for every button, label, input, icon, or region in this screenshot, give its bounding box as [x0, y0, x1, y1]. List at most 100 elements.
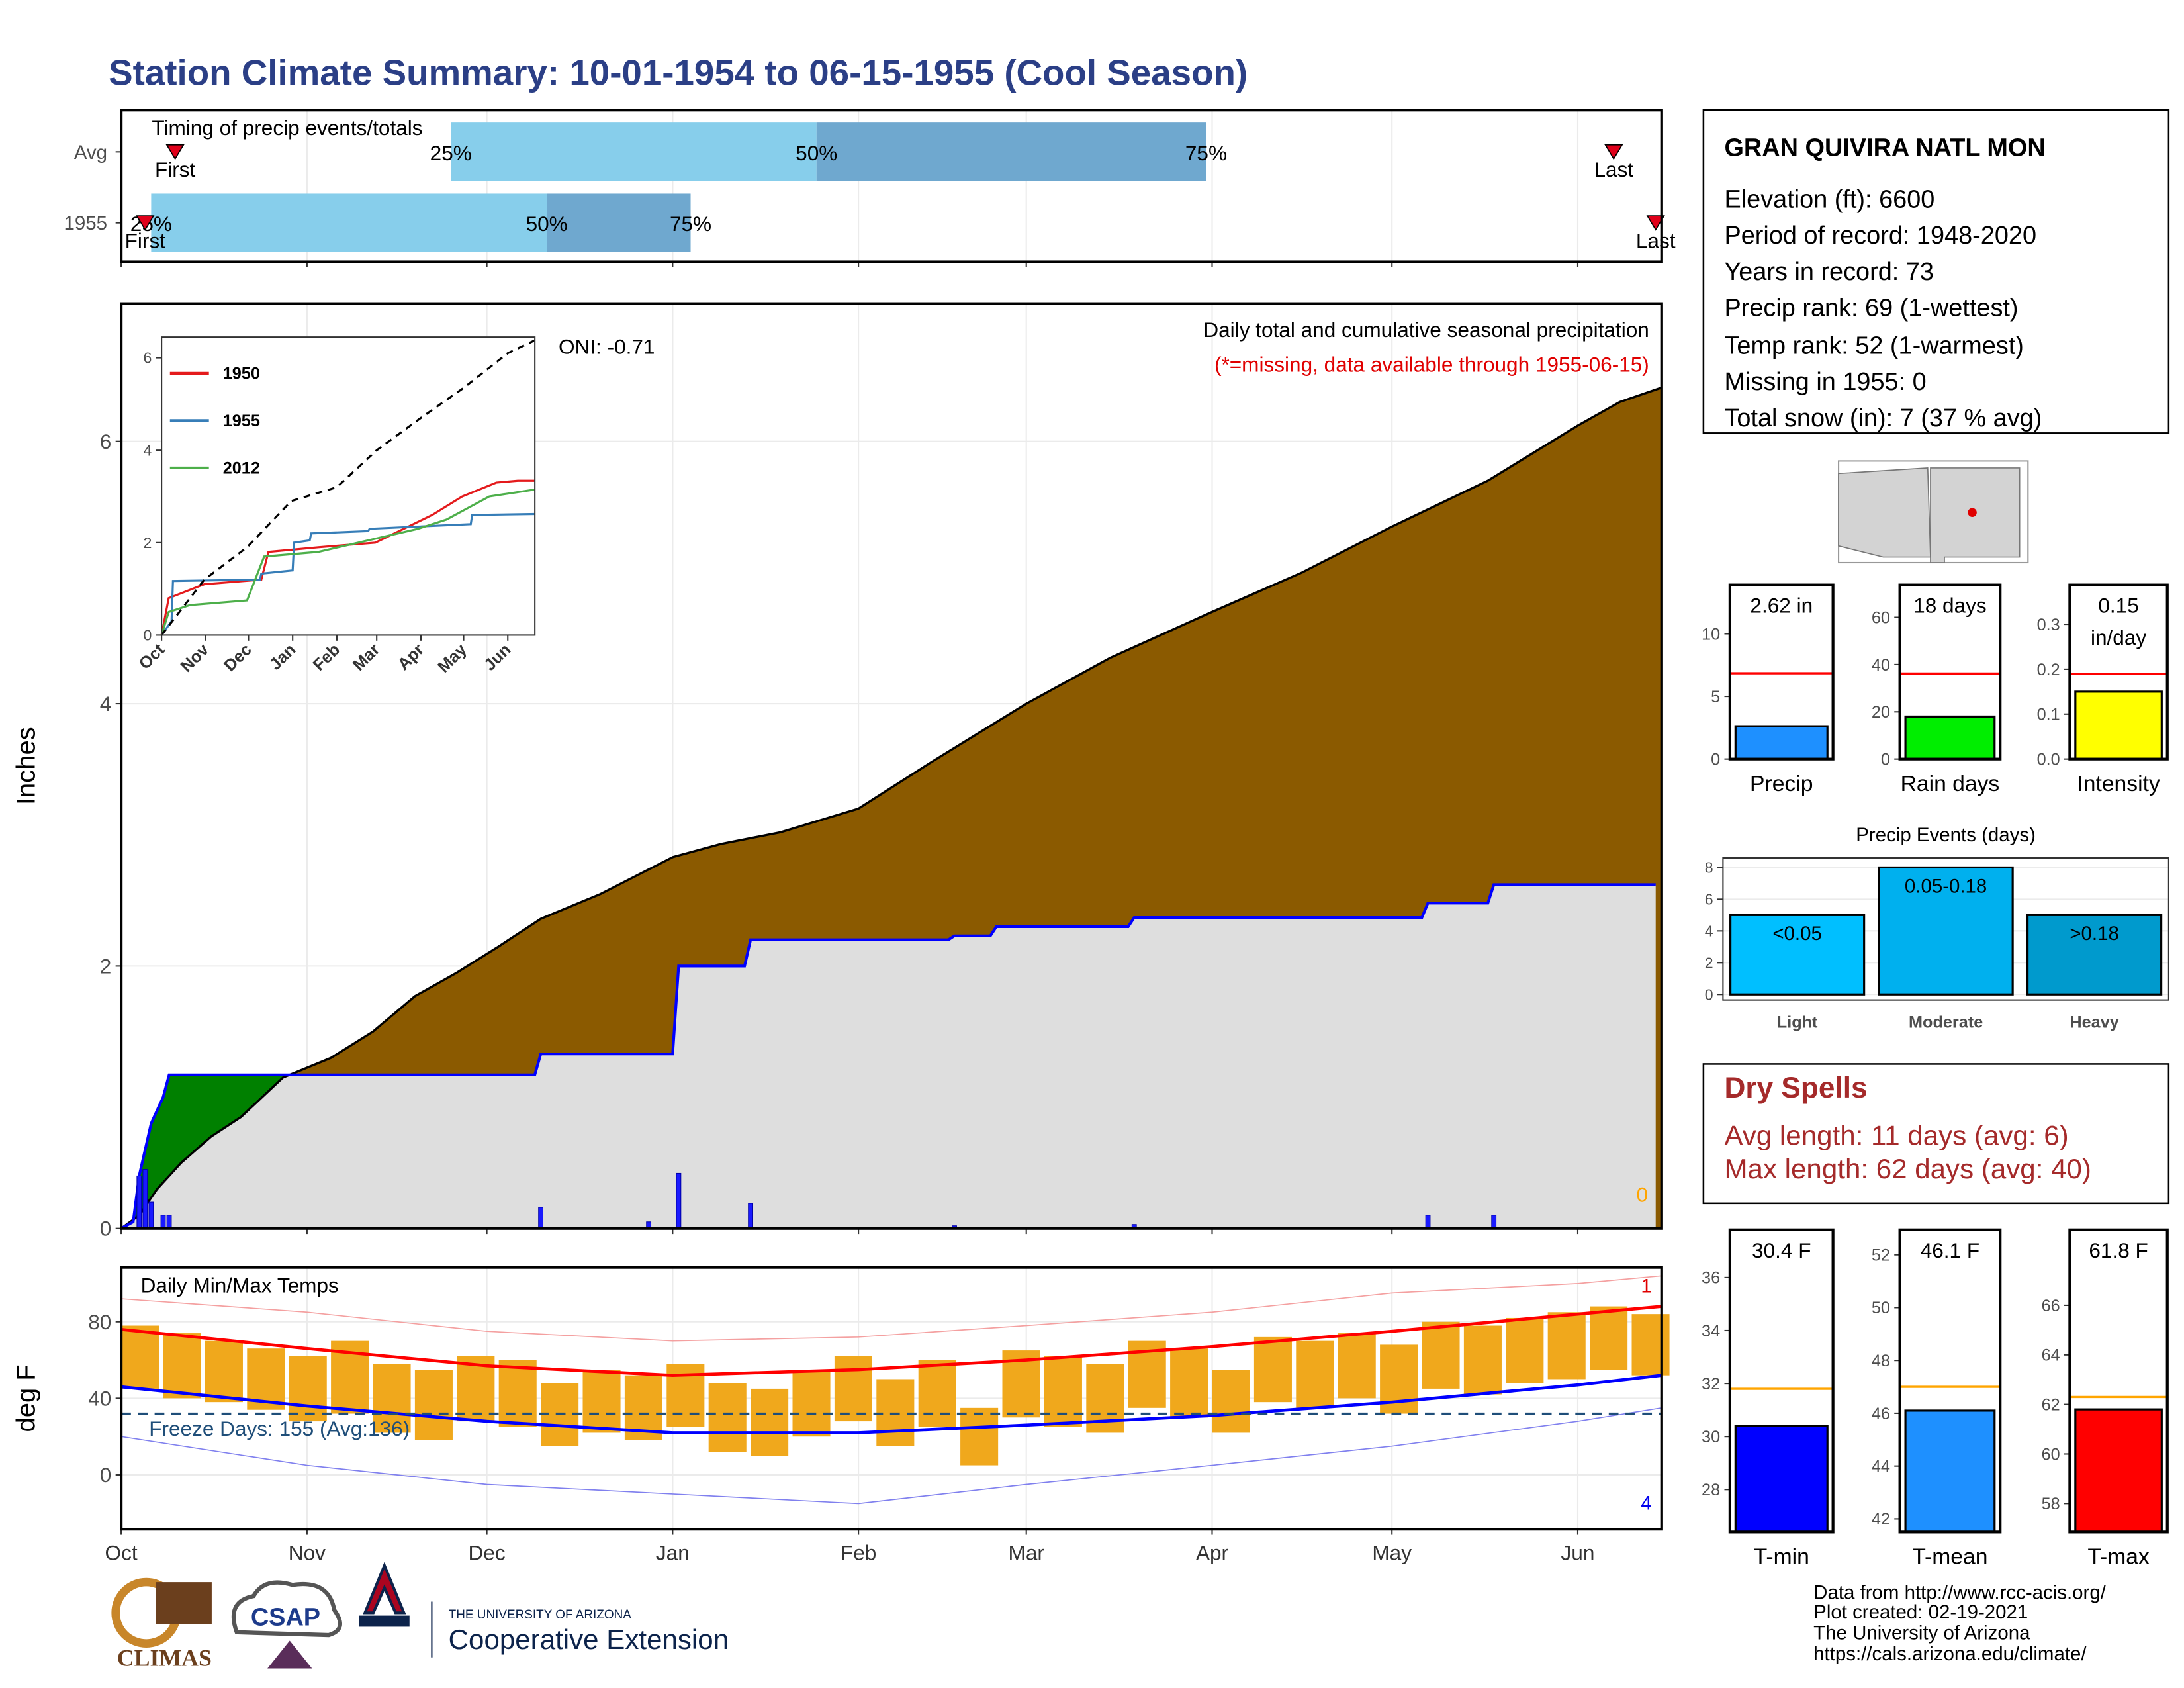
temp-range-bar	[1463, 1325, 1502, 1395]
season-area	[121, 884, 1656, 1229]
y-tick-label: 48	[1872, 1352, 1890, 1370]
temp-range-bar	[1631, 1314, 1670, 1376]
season-line	[120, 883, 1656, 1230]
temp-range-bar	[1422, 1321, 1460, 1389]
station-line: Years in record: 73	[1724, 258, 1933, 286]
dry-spells-frame	[1702, 1063, 2170, 1205]
panel-bar: 28 30 32 34 36 30.4 F T-min	[1702, 1228, 1835, 1570]
y-tick-label: 40	[88, 1386, 111, 1410]
y-tick-label: 6	[1705, 890, 1713, 908]
y-tick-label: 0.0	[2037, 750, 2060, 769]
y-tick-label: 6	[100, 430, 112, 453]
y-tick-label: 30	[1702, 1428, 1720, 1446]
bar	[1904, 1409, 1996, 1533]
x-tick-label: Jan	[656, 1540, 690, 1564]
panel-events: 0 2 4 6 8 <0.05 Light 0.05-0.18 Moderate >0.18 Hea…	[1705, 824, 2169, 1032]
ua-block-base	[359, 1615, 410, 1627]
temp-range-bar	[960, 1407, 999, 1466]
temp-range-bar	[1547, 1312, 1586, 1380]
panel-temperature: Oct Nov Dec Jan Feb Mar Apr May Jun 0 40 80 Freeze D…	[12, 1266, 1670, 1564]
bar	[1734, 725, 1829, 761]
y-tick-label: 32	[1702, 1375, 1720, 1393]
climas-emblem-block	[156, 1582, 212, 1624]
temp-range-bar	[1506, 1317, 1544, 1383]
y-tick-label: 0	[100, 1463, 112, 1487]
timing-early	[151, 193, 547, 252]
temp-range-bar	[1212, 1370, 1250, 1433]
plot-frame	[1728, 583, 1835, 761]
y-tick-label: 20	[1872, 703, 1890, 722]
footer-line: Data from http://www.rcc-acis.org/	[1813, 1581, 2107, 1603]
ua-block-a	[363, 1562, 406, 1615]
y-tick-label: 60	[1872, 608, 1890, 627]
footer: Data from http://www.rcc-acis.org/ Plot …	[1813, 1581, 2107, 1665]
panel-bar: 0 20 40 60 18 days Rain days	[1872, 583, 2002, 796]
plot-frame	[119, 1266, 1663, 1531]
daily-precip-bar	[676, 1172, 682, 1229]
station-frame	[1702, 109, 2170, 434]
row-label: Avg	[74, 142, 107, 164]
y-tick-label: 60	[2042, 1445, 2060, 1464]
dry-spells-line: Max length: 62 days (avg: 40)	[1724, 1153, 2091, 1184]
category-label: Precip	[1750, 772, 1813, 796]
plot-frame	[1898, 1228, 2002, 1534]
page-title: Station Climate Summary: 10-01-1954 to 0…	[109, 52, 1248, 93]
timing-marker	[1646, 215, 1665, 231]
temp-range-bar	[751, 1388, 789, 1456]
bar	[1878, 866, 2014, 996]
x-tick-label: Nov	[289, 1540, 326, 1564]
station-line: Precip rank: 69 (1-wettest)	[1724, 295, 2018, 322]
temp-range-bar	[582, 1370, 621, 1433]
y-axis-label: deg F	[12, 1364, 41, 1432]
daily-precip-bar	[148, 1201, 154, 1229]
station-line: Temp rank: 52 (1-warmest)	[1724, 332, 2023, 359]
x-tick-label: Mar	[1009, 1540, 1044, 1564]
panel-bar: 58 60 62 64 66 61.8 F T-max	[2042, 1228, 2169, 1570]
missing-count: 0	[1637, 1183, 1649, 1207]
y-tick-label: 0	[1705, 986, 1713, 1003]
y-tick-label: 0	[144, 627, 152, 644]
legend-label: 2012	[223, 459, 260, 477]
station-line: Total snow (in): 7 (37 % avg)	[1724, 404, 2042, 432]
bar-label: 0.05-0.18	[1905, 875, 1987, 897]
value-label: 30.4 F	[1752, 1239, 1811, 1262]
plot-frame	[2068, 1228, 2169, 1534]
category-label: Intensity	[2077, 772, 2160, 796]
y-tick-label: 40	[1872, 656, 1890, 675]
daily-precip-bar	[166, 1215, 172, 1229]
x-tick-label: May	[1372, 1540, 1412, 1564]
daily-precip-bar	[160, 1215, 166, 1229]
y-tick-label: 5	[1711, 688, 1720, 706]
map-arizona	[1838, 467, 1931, 558]
panel-area: 0 2 4 6 Daily total and cumulative seasonal …	[12, 302, 1663, 1241]
y-tick-label: 6	[144, 350, 152, 367]
temp-range-bar	[1296, 1340, 1334, 1408]
station-line: Period of record: 1948-2020	[1724, 222, 2036, 250]
temp-range-bar	[1170, 1348, 1208, 1418]
average-line	[120, 386, 1662, 1230]
panel-title: Daily Min/Max Temps	[141, 1273, 339, 1297]
bar	[2026, 914, 2163, 996]
oni-label: ONI: -0.71	[559, 334, 655, 358]
y-tick-label: 36	[1702, 1269, 1720, 1288]
footer-line: Plot created: 02-19-2021	[1813, 1601, 2028, 1623]
temp-range-bar	[1044, 1356, 1082, 1427]
temp-range-bar	[1338, 1333, 1376, 1399]
bar	[1729, 914, 1866, 996]
y-tick-label: 58	[2042, 1495, 2060, 1513]
y-tick-label: 0	[1881, 750, 1890, 769]
panel-title: Precip Events (days)	[1856, 824, 2036, 846]
legend-label: 1955	[223, 412, 260, 430]
timing-marker	[1604, 144, 1623, 160]
percent-label: 25%	[430, 141, 472, 165]
csap-mountain	[267, 1640, 312, 1669]
station-line: Elevation (ft): 6600	[1724, 185, 1934, 213]
temp-range-bar	[498, 1360, 537, 1427]
extension-logo-text: Cooperative Extension	[449, 1624, 729, 1655]
panel-bar: 0.0 0.1 0.2 0.3 0.15 Intensity in/day	[2037, 583, 2169, 796]
plot-frame	[119, 109, 1663, 263]
category-label: Moderate	[1909, 1013, 1983, 1032]
y-tick-label: 46	[1872, 1405, 1890, 1423]
value-label: 0.15	[2098, 594, 2138, 618]
